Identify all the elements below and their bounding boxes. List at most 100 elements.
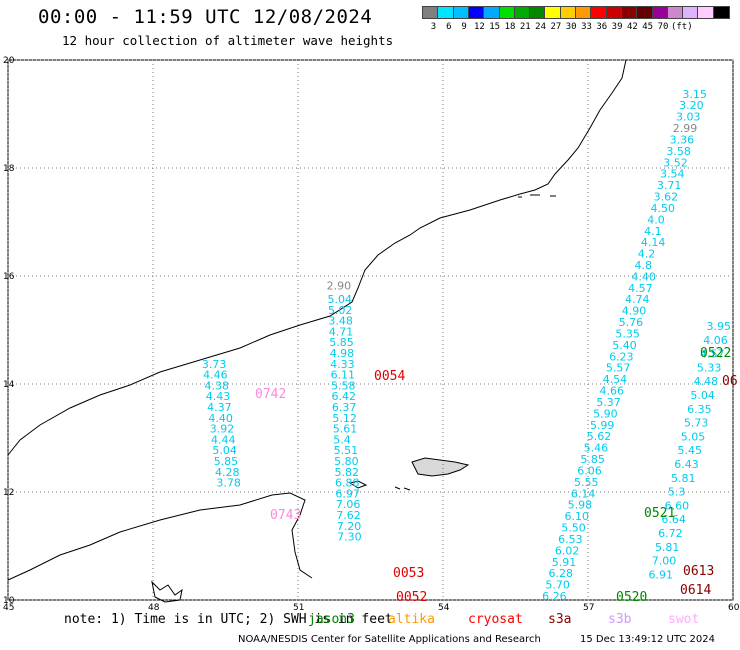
track-value: 3.92 [210,423,235,436]
x-tick-label: 54 [438,603,450,613]
axis-ticks: 45 48 51 54 57 60 20 18 16 14 12 10 [3,56,740,613]
scale-label: 45 [642,22,654,32]
horn-detail [151,580,183,603]
track-value: 6.02 [555,544,580,557]
pass-label: 0614 [680,583,711,598]
track-value: 3.36 [670,133,695,146]
scale-label: 6 [446,22,452,32]
pass-label: 06 [722,374,738,389]
track-value: 7.30 [337,531,362,544]
track-value: 6.23 [609,350,634,363]
y-tick-label: 10 [3,596,15,606]
x-tick-label: 48 [148,603,160,613]
y-tick-label: 14 [3,380,15,390]
scale-label: 42 [626,22,638,32]
track-value: 4.33 [330,358,355,371]
track-value: 4.8 [635,259,653,272]
scale-label: 30 [565,22,577,32]
track-value: 3.95 [707,320,732,333]
track-value: 5.70 [545,579,570,592]
y-tick-label: 18 [3,164,15,174]
track-value: 6.53 [558,533,583,546]
somalia-coastline [7,492,313,581]
generated-timestamp: 15 Dec 13:49:12 UTC 2024 [580,634,715,645]
track-value: 6.28 [549,567,574,580]
track-value: 3.15 [682,88,707,101]
track-value: 6.42 [331,390,356,403]
track-value: 4.90 [622,305,647,318]
track-value: 5.4 [333,433,351,446]
track-value: 5.98 [568,499,593,512]
track-value: 4.50 [650,202,675,215]
satellite-legend-item: swot [668,612,700,627]
track-value: 4.40 [631,270,656,283]
scale-label: 33 [581,22,592,32]
track-value: 5.35 [615,327,640,340]
track-value: 4.37 [207,401,232,414]
track-value: 4.71 [329,325,354,338]
track-value: 4.43 [206,390,231,403]
track-value: 5.33 [697,361,722,374]
track-value: 5.82 [335,466,360,479]
track-value: 6.91 [649,568,674,581]
pass-labels: 0054 0742 0743 0053 0052 0522 0521 0520 0613 0614… [255,346,738,605]
track-value: 4.0 [647,213,665,226]
arabian-coastline [7,59,627,456]
y-tick-label: 16 [3,272,15,282]
track-value: 6.26 [542,590,567,603]
track-value: 5.57 [606,362,631,375]
track-value: 4.06 [703,334,728,347]
track-value: 4.46 [203,369,228,382]
small-islets [394,486,411,491]
track-value: 5.58 [331,379,356,392]
y-tick-label: 20 [3,56,15,66]
track-value: 4.2 [638,248,656,261]
page-title: 00:00 - 11:59 UTC 12/08/2024 [38,6,373,28]
x-tick-label: 60 [728,603,740,613]
track-value: 3.54 [660,168,685,181]
track-value: 4.74 [625,293,650,306]
track-value: 3.03 [676,111,701,124]
track-value: 3.78 [216,477,241,490]
track-value: 6.97 [335,487,360,500]
satellite-legend-item: jason3 [308,612,355,627]
track-value: 3.48 [328,315,353,328]
track-value: 3.71 [657,179,682,192]
track-value: 7.62 [336,509,361,522]
track-value: 3.73 [202,358,227,371]
track-value: 6.60 [665,499,690,512]
track-value: 5.40 [612,339,637,352]
track-value: 4.1 [644,225,662,238]
pass-label: 0053 [393,566,424,581]
pass-label: 0521 [644,506,675,521]
track-value: 5.05 [681,430,706,443]
scale-label: 3 [430,22,437,32]
scale-label: 21 [519,22,531,32]
scale-label: 27 [550,22,562,32]
track-value: 7.06 [336,498,361,511]
scale-label: 15 [489,22,501,32]
track-value: 6.37 [332,401,357,414]
scale-label: 70 [657,22,669,32]
track-value: 5.76 [619,316,644,329]
track-value: 2.90 [327,280,352,293]
scale-label: 39 [611,22,623,32]
pass-label: 0522 [700,346,731,361]
abd-al-kuri-island [348,480,368,489]
track-value: 5.55 [574,476,599,489]
track-value: 4.57 [628,282,653,295]
satellite-legend-item: cryosat [468,612,523,627]
track-value: 5.80 [334,455,359,468]
track-value: 6.10 [564,510,589,523]
pass-label: 0052 [396,590,427,605]
track-value: 6.35 [687,403,712,416]
small-islands [518,194,556,198]
track-value: 4.48 [694,375,719,388]
track-value: 6.14 [571,487,596,500]
pass-label: 0743 [270,508,301,523]
track-value: 5.81 [671,472,696,485]
pass-label: 0520 [616,590,647,605]
pass-label: 0613 [683,564,714,579]
pass-label: 0054 [374,369,405,384]
x-tick-label: 51 [293,603,304,613]
